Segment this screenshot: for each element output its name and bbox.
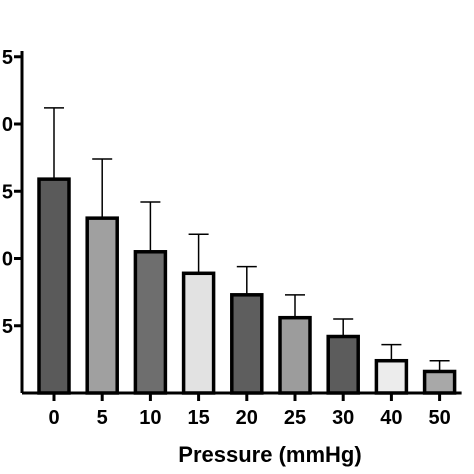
x-tick-label-40: 40: [380, 407, 402, 429]
bar-5: [85, 216, 119, 395]
y-tick-label: 5: [2, 181, 13, 203]
x-axis-title: Pressure (mmHg): [178, 442, 361, 467]
x-tick-label-10: 10: [139, 407, 161, 429]
x-tick-label-30: 30: [332, 407, 354, 429]
y-tick-label: 0: [2, 114, 13, 136]
bar-0: [37, 177, 71, 395]
bar-10: [133, 250, 168, 395]
bar-25: [278, 315, 312, 395]
x-tick-label-0: 0: [48, 407, 59, 429]
bar-40: [374, 358, 409, 395]
bar-20: [230, 293, 264, 395]
x-tick-label-25: 25: [284, 407, 306, 429]
y-axis: 5 0 5 0 5: [2, 47, 24, 393]
y-tick-label: 0: [2, 249, 13, 271]
x-axis: 0 5 10 15 20 25 30 40 50: [22, 391, 462, 429]
bar-50: [422, 369, 457, 395]
x-tick-label-50: 50: [428, 407, 450, 429]
error-bars: [44, 107, 450, 372]
bar-15: [181, 271, 216, 395]
y-tick-label: 5: [2, 47, 13, 69]
bar-30: [326, 334, 360, 395]
x-tick-label-15: 15: [187, 407, 209, 429]
x-tick-label-20: 20: [236, 407, 258, 429]
y-tick-label: 5: [2, 316, 13, 338]
x-tick-label-5: 5: [97, 407, 108, 429]
